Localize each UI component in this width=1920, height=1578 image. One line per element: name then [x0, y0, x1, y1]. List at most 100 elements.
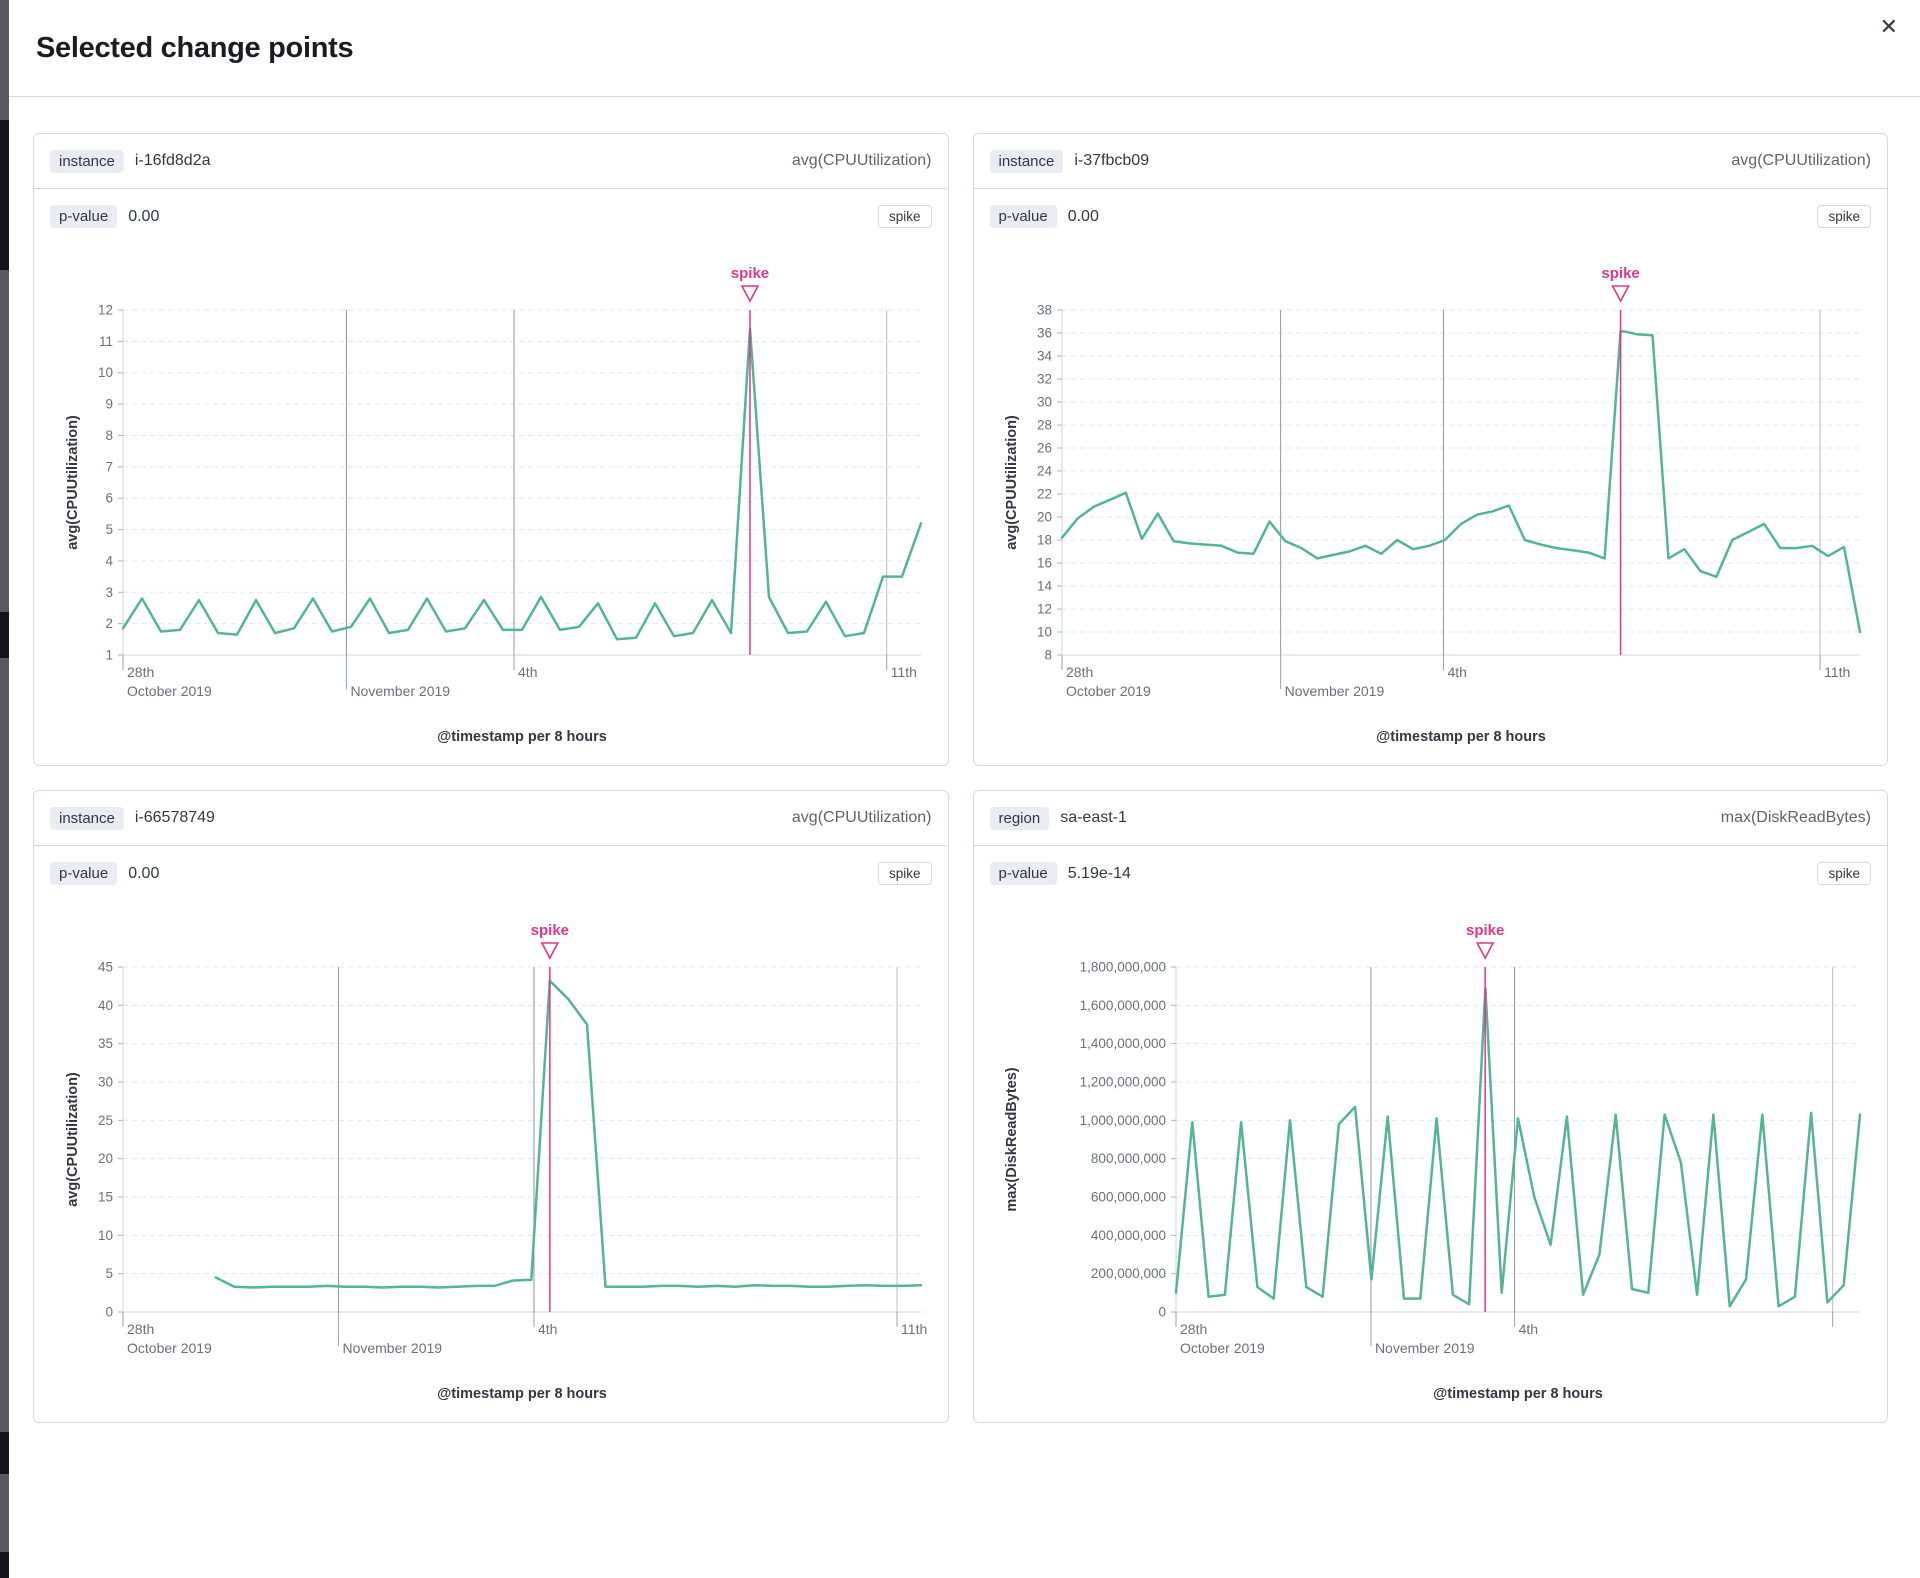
change-point-chart[interactable]: 0 200,000,000 400,000,000 600,000,000 800,00… — [990, 903, 1870, 1408]
change-point-panel: instance i-66578749 avg(CPUUtilization) … — [33, 790, 949, 1423]
svg-text:7: 7 — [105, 459, 113, 474]
metric-label: avg(CPUUtilization) — [791, 809, 932, 826]
p-value-badge: p-value — [50, 862, 118, 885]
svg-text:0: 0 — [105, 1305, 113, 1320]
svg-text:26: 26 — [1037, 441, 1052, 456]
svg-text:28th: 28th — [1066, 664, 1093, 680]
svg-text:20: 20 — [98, 1151, 113, 1166]
svg-text:25: 25 — [98, 1113, 113, 1128]
svg-text:14: 14 — [1037, 579, 1053, 594]
modal-header: Selected change points ✕ — [9, 0, 1920, 97]
svg-text:@timestamp per 8 hours: @timestamp per 8 hours — [1376, 729, 1546, 745]
svg-text:32: 32 — [1037, 372, 1052, 387]
background-page-edge — [0, 0, 9, 1578]
svg-text:11: 11 — [99, 334, 113, 349]
svg-text:28th: 28th — [127, 664, 154, 680]
svg-text:2: 2 — [105, 616, 113, 631]
panel-stats-row: p-value 5.19e-14 spike — [974, 846, 1888, 901]
p-value: 0.00 — [128, 864, 160, 882]
svg-text:20: 20 — [1037, 510, 1052, 525]
change-point-panel: instance i-37fbcb09 avg(CPUUtilization) … — [972, 133, 1888, 766]
svg-text:22: 22 — [1037, 487, 1052, 502]
field-value: sa-east-1 — [1060, 809, 1127, 826]
svg-text:34: 34 — [1037, 349, 1053, 364]
svg-text:16: 16 — [1037, 556, 1052, 571]
change-point-chart[interactable]: 8 10 12 14 16 18 20 22 24 26 28 30 32 34 36 38 28th Octob… — [990, 246, 1870, 751]
svg-text:1,600,000,000: 1,600,000,000 — [1080, 998, 1166, 1013]
svg-text:12: 12 — [1037, 602, 1052, 617]
p-value-badge: p-value — [989, 205, 1057, 228]
svg-text:November 2019: November 2019 — [342, 1340, 442, 1356]
svg-text:18: 18 — [1037, 533, 1052, 548]
svg-text:600,000,000: 600,000,000 — [1091, 1190, 1166, 1205]
svg-text:11th: 11th — [901, 1321, 927, 1337]
svg-text:November 2019: November 2019 — [1375, 1340, 1475, 1356]
svg-text:1: 1 — [105, 648, 113, 663]
field-name-badge: instance — [50, 149, 124, 173]
background-page-mark — [0, 1552, 9, 1578]
background-page-mark — [0, 612, 9, 658]
metric-label: avg(CPUUtilization) — [791, 152, 932, 169]
svg-text:1,000,000,000: 1,000,000,000 — [1080, 1113, 1166, 1128]
svg-text:12: 12 — [98, 303, 113, 318]
svg-text:45: 45 — [98, 960, 113, 975]
svg-text:4th: 4th — [1519, 1321, 1538, 1337]
panel-stats-row: p-value 0.00 spike — [34, 189, 948, 244]
svg-text:1,200,000,000: 1,200,000,000 — [1080, 1075, 1166, 1090]
svg-text:4: 4 — [105, 553, 113, 568]
svg-text:200,000,000: 200,000,000 — [1091, 1266, 1166, 1281]
change-type-badge: spike — [1817, 862, 1871, 885]
change-type-badge: spike — [877, 205, 932, 228]
svg-text:11th: 11th — [890, 664, 916, 680]
svg-text:avg(CPUUtilization): avg(CPUUtilization) — [65, 1072, 81, 1207]
panel-title-row: instance i-66578749 avg(CPUUtilization) — [34, 791, 948, 846]
svg-text:4th: 4th — [518, 664, 537, 680]
svg-text:5: 5 — [105, 522, 113, 537]
svg-text:10: 10 — [98, 1228, 113, 1243]
change-points-modal: Selected change points ✕ instance i-16fd… — [9, 0, 1920, 1578]
metric-label: avg(CPUUtilization) — [1731, 152, 1871, 169]
p-value: 0.00 — [128, 207, 160, 225]
svg-text:spike: spike — [1466, 922, 1504, 939]
background-page-mark — [0, 1432, 9, 1474]
svg-text:6: 6 — [105, 491, 113, 506]
change-type-badge: spike — [1817, 205, 1871, 228]
panel-stats-row: p-value 0.00 spike — [34, 846, 948, 901]
svg-text:30: 30 — [98, 1075, 113, 1090]
svg-text:15: 15 — [98, 1190, 113, 1205]
svg-text:36: 36 — [1037, 326, 1052, 341]
svg-text:8: 8 — [105, 428, 113, 443]
svg-text:9: 9 — [105, 397, 113, 412]
background-page-mark — [0, 120, 9, 270]
field-value: i-16fd8d2a — [134, 152, 211, 169]
svg-text:5: 5 — [105, 1266, 113, 1281]
panels-grid: instance i-16fd8d2a avg(CPUUtilization) … — [9, 97, 1920, 1463]
p-value-badge: p-value — [989, 862, 1057, 885]
field-value: i-66578749 — [134, 809, 215, 826]
svg-text:35: 35 — [98, 1036, 113, 1051]
svg-text:10: 10 — [98, 365, 113, 380]
svg-text:October 2019: October 2019 — [1066, 683, 1151, 699]
svg-text:4th: 4th — [538, 1321, 557, 1337]
svg-text:24: 24 — [1037, 464, 1053, 479]
field-name-badge: instance — [50, 806, 124, 830]
svg-text:spike: spike — [1602, 265, 1640, 282]
svg-text:@timestamp per 8 hours: @timestamp per 8 hours — [437, 729, 607, 745]
svg-text:max(DiskReadBytes): max(DiskReadBytes) — [1004, 1067, 1020, 1211]
svg-text:October 2019: October 2019 — [127, 683, 212, 699]
svg-text:30: 30 — [1037, 395, 1052, 410]
change-point-chart[interactable]: 0 5 10 15 20 25 30 35 40 45 28th October 2019 Novemb… — [51, 903, 931, 1408]
close-icon[interactable]: ✕ — [1872, 10, 1906, 44]
svg-text:avg(CPUUtilization): avg(CPUUtilization) — [65, 415, 81, 550]
svg-text:28th: 28th — [127, 1321, 154, 1337]
svg-text:8: 8 — [1045, 648, 1053, 663]
panel-title-row: region sa-east-1 max(DiskReadBytes) — [973, 791, 1887, 846]
svg-text:1,400,000,000: 1,400,000,000 — [1080, 1036, 1166, 1051]
svg-text:800,000,000: 800,000,000 — [1091, 1151, 1166, 1166]
field-name-badge: region — [989, 806, 1050, 830]
svg-text:38: 38 — [1037, 303, 1052, 318]
svg-text:28: 28 — [1037, 418, 1052, 433]
svg-text:400,000,000: 400,000,000 — [1091, 1228, 1166, 1243]
svg-text:October 2019: October 2019 — [1180, 1340, 1265, 1356]
